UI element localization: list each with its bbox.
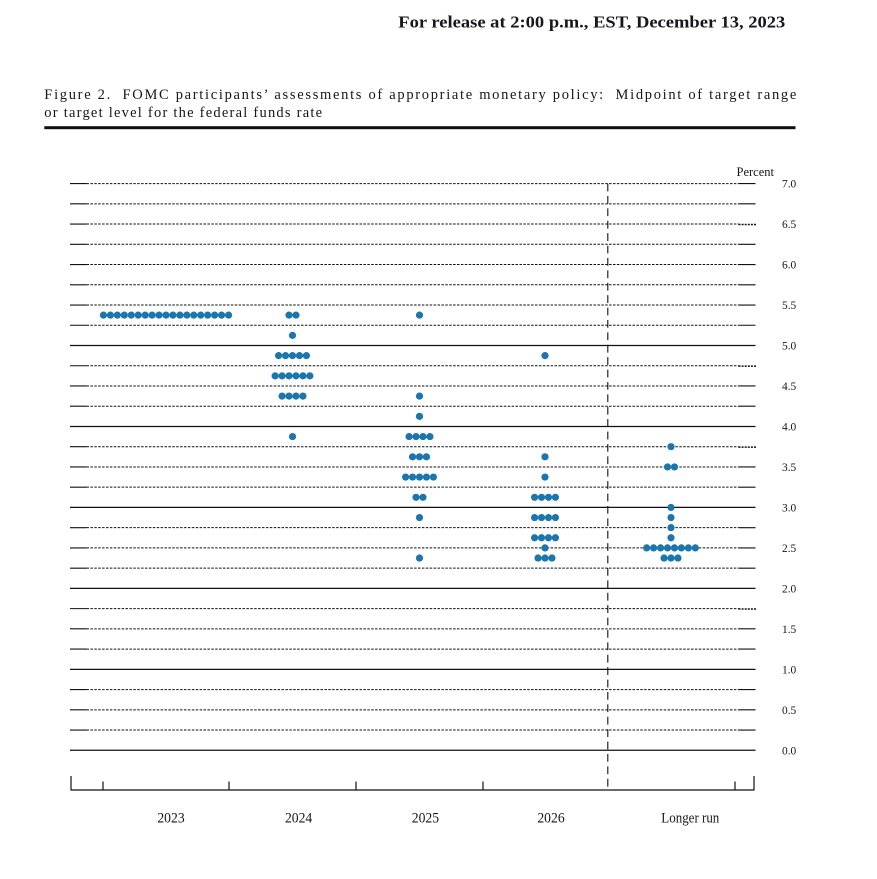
svg-text:2023: 2023 (157, 810, 184, 826)
svg-text:2.0: 2.0 (782, 583, 797, 595)
svg-text:0.0: 0.0 (782, 745, 797, 757)
svg-text:5.0: 5.0 (782, 341, 797, 353)
svg-text:2024: 2024 (285, 810, 313, 826)
svg-text:2026: 2026 (537, 810, 564, 826)
svg-text:4.0: 4.0 (782, 421, 797, 433)
svg-text:1.0: 1.0 (782, 664, 797, 676)
svg-text:or target level for the federa: or target level for the federal funds ra… (44, 105, 322, 121)
svg-text:3.0: 3.0 (782, 502, 797, 514)
svg-text:1.5: 1.5 (782, 624, 797, 636)
svg-text:3.5: 3.5 (782, 462, 797, 474)
svg-text:Longer run: Longer run (661, 810, 720, 826)
svg-text:For release at 2:00 p.m., EST,: For release at 2:00 p.m., EST, December … (398, 12, 785, 31)
svg-text:0.5: 0.5 (782, 705, 797, 717)
svg-text:7.0: 7.0 (782, 179, 797, 191)
svg-text:6.0: 6.0 (782, 260, 797, 272)
svg-text:5.5: 5.5 (782, 300, 797, 312)
svg-text:4.5: 4.5 (782, 381, 797, 393)
svg-text:6.5: 6.5 (782, 219, 797, 231)
svg-text:Percent: Percent (737, 165, 775, 179)
svg-text:2.5: 2.5 (782, 543, 797, 555)
svg-text:2025: 2025 (412, 810, 439, 826)
